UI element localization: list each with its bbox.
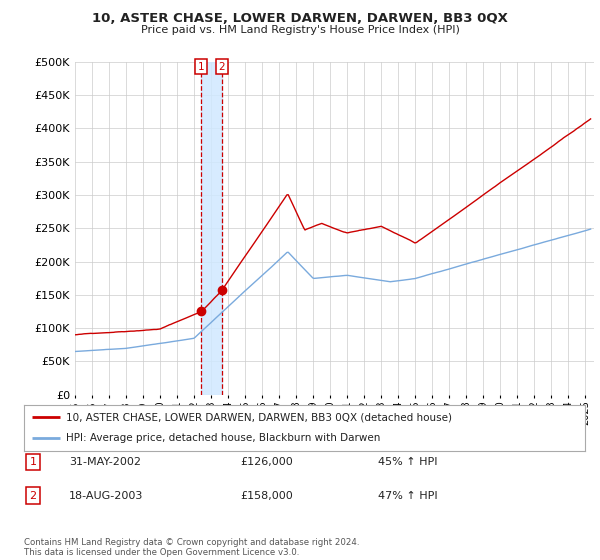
Text: 2: 2 — [29, 491, 37, 501]
Text: 1: 1 — [29, 457, 37, 467]
Text: 31-MAY-2002: 31-MAY-2002 — [69, 457, 141, 467]
Text: 47% ↑ HPI: 47% ↑ HPI — [378, 491, 437, 501]
Text: 18-AUG-2003: 18-AUG-2003 — [69, 491, 143, 501]
Text: £158,000: £158,000 — [240, 491, 293, 501]
Text: Contains HM Land Registry data © Crown copyright and database right 2024.
This d: Contains HM Land Registry data © Crown c… — [24, 538, 359, 557]
Text: 45% ↑ HPI: 45% ↑ HPI — [378, 457, 437, 467]
Bar — [201, 62, 222, 395]
Text: Price paid vs. HM Land Registry's House Price Index (HPI): Price paid vs. HM Land Registry's House … — [140, 25, 460, 35]
Text: 2: 2 — [218, 62, 225, 72]
Text: £126,000: £126,000 — [240, 457, 293, 467]
Text: HPI: Average price, detached house, Blackburn with Darwen: HPI: Average price, detached house, Blac… — [66, 433, 380, 444]
Text: 10, ASTER CHASE, LOWER DARWEN, DARWEN, BB3 0QX (detached house): 10, ASTER CHASE, LOWER DARWEN, DARWEN, B… — [66, 412, 452, 422]
Text: 10, ASTER CHASE, LOWER DARWEN, DARWEN, BB3 0QX: 10, ASTER CHASE, LOWER DARWEN, DARWEN, B… — [92, 12, 508, 25]
Text: 1: 1 — [198, 62, 205, 72]
